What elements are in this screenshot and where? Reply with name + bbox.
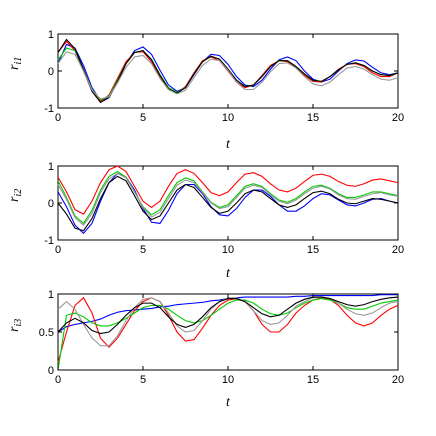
xtick-label-3-1: 0 [55,374,61,386]
ylabel-2: ri2 [7,189,24,202]
xtick-label-1-5: 20 [392,112,404,124]
ylabel-1-main: r [7,64,22,70]
series-line-2-5 [57,175,399,232]
ytick-label-2-2: 0 [48,198,54,210]
xtick-label-2-5: 20 [392,244,404,256]
xtick-label-3-2: 5 [140,374,146,386]
xtick-label-3-5: 20 [392,374,404,386]
xtick-label-2-3: 10 [222,244,234,256]
xtick-label-1-1: 0 [55,112,61,124]
ylabel-3-main: r [7,326,22,332]
subplot-1: 0 5 10 15 20-101 ri1 t [7,29,404,152]
series-line-1-2 [57,40,399,103]
ylabel-2-main: r [7,196,22,202]
ytick-label-2-3: 1 [48,161,54,173]
series-line-1-1 [57,43,399,102]
series-group-1 [57,38,399,104]
series-line-1-3 [57,47,399,101]
ytick-label-3-1: 0 [48,365,54,377]
series-line-2-1 [57,165,399,215]
xlabel-1: t [226,137,231,152]
ytick-label-3-3: 1 [48,289,54,301]
series-line-1-5 [57,51,399,100]
subplot-3: 0 5 10 15 20 0 0.5 1 ri3 t [7,289,404,410]
ylabel-3-sub: i3 [13,319,24,327]
xtick-label-2-4: 15 [307,244,319,256]
axes-frame-3: 0 5 10 15 20 0 0.5 1 [39,289,404,386]
xtick-label-1-3: 10 [222,112,234,124]
ytick-label-1-3: 1 [48,29,54,41]
ylabel-2-sub: i2 [13,189,24,197]
xtick-label-3-4: 15 [307,374,319,386]
series-line-2-4 [57,172,399,227]
xlabel-3: t [226,395,231,410]
xtick-label-2-2: 5 [140,244,146,256]
xtick-label-1-4: 15 [307,112,319,124]
axes-frame-2: 0 5 10 15 20-101 [44,161,404,256]
ytick-label-1-1: -1 [44,103,54,115]
xtick-label-2-1: 0 [55,244,61,256]
axes-frame-1: 0 5 10 15 20-101 [44,29,404,124]
xtick-label-3-3: 10 [222,374,234,386]
series-line-3-2 [57,296,399,363]
series-line-2-2 [57,172,399,235]
ytick-label-3-2: 0.5 [39,327,54,339]
series-line-2-3 [57,170,399,225]
series-group-3 [57,294,399,371]
ylabel-1: ri1 [7,57,24,70]
series-group-2 [57,165,399,235]
xlabel-2: t [226,266,231,281]
xtick-label-1-2: 5 [140,112,146,124]
ylabel-3: ri3 [7,319,24,332]
subplot-2: 0 5 10 15 20-101 ri2 t [7,161,404,281]
ytick-label-1-2: 0 [48,66,54,78]
series-line-3-5 [57,296,399,335]
ylabel-1-sub: i1 [13,57,24,65]
ytick-label-2-1: -1 [44,235,54,247]
